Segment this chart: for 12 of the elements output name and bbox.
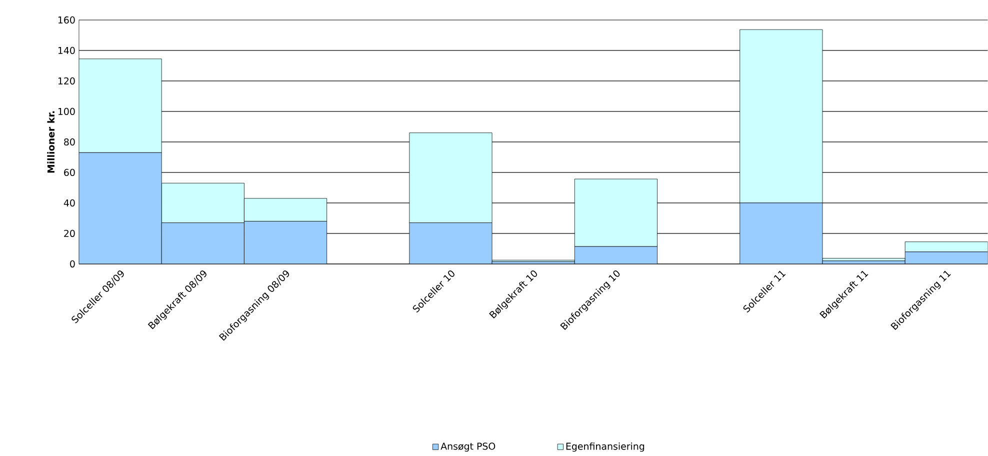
- y-tick-label: 40: [64, 199, 75, 207]
- legend-label: Egenfinansiering: [566, 442, 644, 452]
- y-tick-label: 160: [58, 16, 75, 24]
- y-tick-label: 120: [58, 77, 75, 85]
- y-axis-title: Millioner kr.: [47, 111, 55, 173]
- legend-label: Ansøgt PSO: [440, 442, 496, 452]
- y-tick-label: 80: [64, 138, 75, 146]
- y-tick-label: 0: [70, 260, 75, 268]
- y-tick-label: 140: [58, 46, 75, 54]
- y-tick-label: 60: [64, 168, 75, 176]
- y-tick-label: 20: [64, 230, 75, 238]
- y-tick-label: 100: [58, 108, 75, 116]
